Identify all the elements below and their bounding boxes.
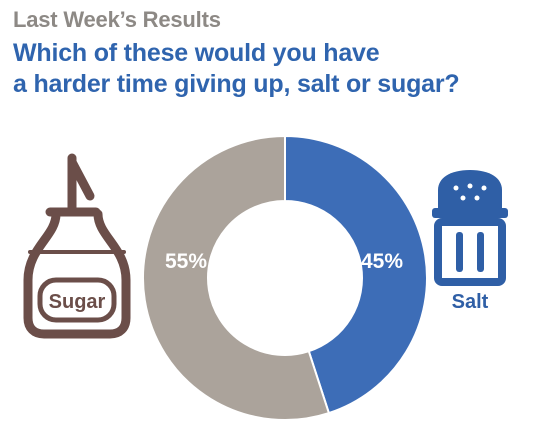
sugar-percent-label: 55% [165, 250, 207, 273]
salt-percent-label: 45% [361, 250, 403, 273]
donut-slices [143, 136, 427, 420]
sugar-icon-label: Sugar [49, 291, 106, 313]
salt-icon-label: Salt [452, 291, 489, 313]
salt-shaker-icon [432, 170, 508, 282]
